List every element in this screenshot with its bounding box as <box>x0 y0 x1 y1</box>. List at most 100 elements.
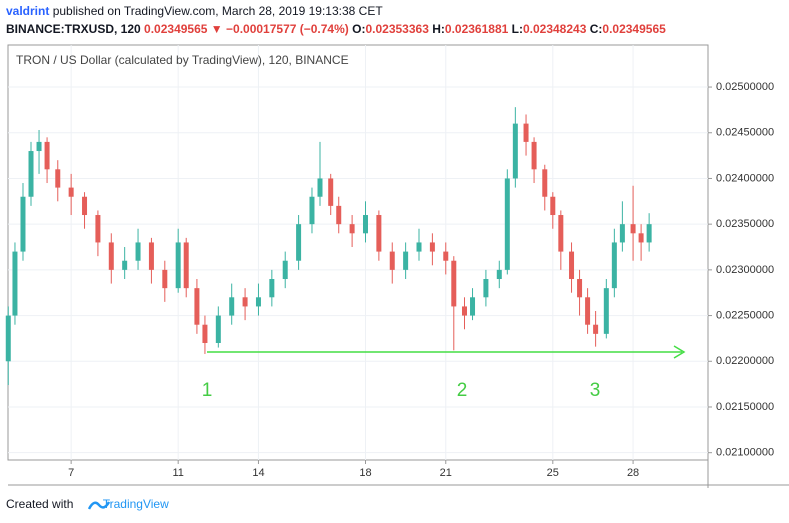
candle-body <box>82 196 88 216</box>
brand: TradingView <box>102 497 169 511</box>
y-tick-label: 0.02100000 <box>716 447 774 459</box>
h: 0.02361881 <box>444 22 509 36</box>
x-tick-label: 28 <box>627 467 639 479</box>
candle-body <box>638 233 644 243</box>
symbol: BINANCE:TRXUSD, 120 <box>6 22 141 36</box>
grid <box>8 45 708 460</box>
quote-line: BINANCE:TRXUSD, 120 0.02349565 ▼ −0.0001… <box>6 22 666 36</box>
candle-body <box>569 251 575 280</box>
candle-body <box>611 242 617 289</box>
publish-line: valdrint published on TradingView.com, M… <box>6 4 383 18</box>
candle-body <box>68 187 74 197</box>
footer: Created with TradingView <box>6 497 169 511</box>
candle-body <box>416 242 422 252</box>
candle-body <box>242 297 248 307</box>
change: ▼ −0.00017577 (−0.74%) <box>210 22 349 36</box>
candle-body <box>194 288 200 325</box>
published: published on TradingView.com, March 28, … <box>52 4 383 18</box>
y-tick-label: 0.02350000 <box>716 218 774 230</box>
candle-body <box>550 196 556 216</box>
created-with: Created with <box>6 497 74 511</box>
candle-body <box>349 224 355 234</box>
candle-body <box>376 215 382 252</box>
x-tick-label: 21 <box>440 467 452 479</box>
candle-body <box>443 251 449 261</box>
candle-body <box>483 279 489 298</box>
candle-body <box>558 215 564 252</box>
y-tick-label: 0.02300000 <box>716 264 774 276</box>
candle-body <box>5 315 11 362</box>
annotation: 2 <box>457 380 468 401</box>
candle-body <box>309 196 315 225</box>
annotation: 3 <box>590 380 601 401</box>
candle-body <box>28 151 34 197</box>
annotation: 1 <box>202 380 213 401</box>
candle-body <box>229 297 235 316</box>
candle-body <box>619 224 625 243</box>
candle-body <box>183 242 189 289</box>
candle-body <box>585 297 591 325</box>
logo <box>88 501 110 510</box>
candle-body <box>362 215 368 234</box>
candle-body <box>496 269 502 280</box>
candle-body <box>36 141 42 152</box>
o-label: O: <box>352 22 366 36</box>
candle-body <box>202 324 208 343</box>
y-tick-label: 0.02150000 <box>716 401 774 413</box>
candle-body <box>461 306 467 316</box>
l-label: L: <box>511 22 523 36</box>
candle-body <box>429 242 435 252</box>
candle-body <box>269 279 275 298</box>
support-arrow <box>673 345 686 359</box>
candle-body <box>542 169 548 197</box>
candle-body <box>135 242 141 261</box>
y-tick-label: 0.02450000 <box>716 127 774 139</box>
author: valdrint <box>6 4 50 18</box>
candle-body <box>55 169 61 188</box>
h-label: H: <box>432 22 445 36</box>
candle-body <box>108 242 114 270</box>
candle-body <box>215 315 221 343</box>
candle-body <box>148 242 154 270</box>
candle-body <box>255 297 261 307</box>
last: 0.02349565 <box>144 22 208 36</box>
candle-body <box>646 224 652 243</box>
candle-body <box>12 251 18 316</box>
candle-body <box>451 260 457 307</box>
candle-body <box>336 205 342 225</box>
candle-body <box>403 251 409 270</box>
x-tick-label: 25 <box>547 467 559 479</box>
chart: 1 2 3 TRON / US Dollar (calculated by Tr… <box>5 44 789 488</box>
candle-body <box>389 251 395 270</box>
y-tick-label: 0.02250000 <box>716 309 774 321</box>
candle-body <box>630 224 636 234</box>
candle-body <box>44 141 50 170</box>
candle-body <box>577 279 583 298</box>
x-tick-label: 11 <box>172 467 183 479</box>
candle-body <box>531 141 537 170</box>
candle-body <box>328 178 334 206</box>
y-tick-label: 0.02400000 <box>716 172 774 184</box>
candle-body <box>175 242 181 289</box>
y-tick-label: 0.02200000 <box>716 355 774 367</box>
candle-body <box>523 123 529 142</box>
candle-body <box>20 196 26 252</box>
candles <box>5 107 652 386</box>
c: 0.02349565 <box>602 22 666 36</box>
x-tick-label: 7 <box>68 467 74 479</box>
candle-body <box>504 178 510 270</box>
candle-body <box>122 260 128 270</box>
candle-body <box>162 269 168 289</box>
x-tick-label: 14 <box>252 467 264 479</box>
o: 0.02353363 <box>365 22 429 36</box>
candle-body <box>593 324 599 334</box>
c-label: C: <box>589 22 603 36</box>
candle-body <box>603 288 609 334</box>
candle-body <box>512 123 518 179</box>
candle-body <box>470 297 476 316</box>
l: 0.02348243 <box>522 22 587 36</box>
candle-body <box>282 260 288 280</box>
chart-title: TRON / US Dollar (calculated by TradingV… <box>16 53 349 67</box>
y-tick-label: 0.02500000 <box>716 81 774 93</box>
